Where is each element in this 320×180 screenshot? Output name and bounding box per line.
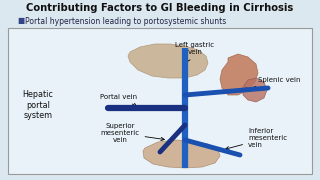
- Text: Hepatic
portal
system: Hepatic portal system: [23, 90, 53, 120]
- Text: Inferior
mesenteric
vein: Inferior mesenteric vein: [226, 128, 287, 150]
- Text: Contributing Factors to GI Bleeding in Cirrhosis: Contributing Factors to GI Bleeding in C…: [26, 3, 294, 13]
- Polygon shape: [128, 44, 208, 78]
- Text: Splenic vein: Splenic vein: [244, 77, 300, 91]
- Polygon shape: [243, 78, 267, 102]
- Polygon shape: [220, 54, 258, 95]
- Text: Portal vein: Portal vein: [100, 94, 137, 106]
- Text: Left gastric
vein: Left gastric vein: [175, 42, 215, 62]
- FancyBboxPatch shape: [8, 28, 312, 174]
- Polygon shape: [143, 140, 220, 168]
- Text: ■: ■: [17, 17, 24, 26]
- Text: Portal hypertension leading to portosystemic shunts: Portal hypertension leading to portosyst…: [25, 17, 226, 26]
- Text: Superior
mesenteric
vein: Superior mesenteric vein: [100, 123, 164, 143]
